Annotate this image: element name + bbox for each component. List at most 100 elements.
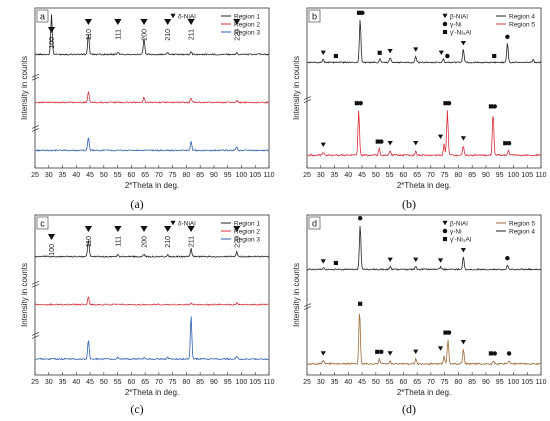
peak-index-label: 110 [86, 236, 93, 247]
phase-marker [360, 10, 365, 16]
x-axis-label: 2*Theta in deg. [125, 181, 179, 190]
peak-index-label: 111 [115, 236, 122, 247]
chart-panel-a: 25 30 35 40 45 50 55 60 65 70 75 80 85 90 95 100 105 1102… [20, 7, 275, 190]
phase-marker [460, 136, 466, 141]
phase-marker [492, 351, 497, 356]
series-line [34, 137, 269, 152]
x-tick-label: 70 [155, 379, 163, 386]
phase-marker [354, 101, 359, 106]
phase-marker [375, 139, 380, 144]
peak-marker [233, 225, 241, 233]
legend-marker-label: γ-Ni [450, 22, 462, 29]
chart-panel-b: 25 30 35 40 45 50 55 60 65 70 75 80 85 90 95 100 105 110 2… [292, 7, 547, 190]
legend-marker-label: γ-Ni [450, 229, 462, 236]
x-tick-label: 105 [249, 379, 261, 386]
peak-marker [164, 225, 172, 233]
peak-marker [140, 225, 148, 233]
peak-index-label: 200 [142, 29, 149, 41]
phase-marker [320, 351, 326, 356]
caption-d: (d) [402, 402, 416, 416]
x-tick-label: 75 [441, 379, 449, 386]
x-tick-label: 65 [413, 172, 421, 179]
x-tick-label: 85 [468, 172, 476, 179]
x-tick-label: 25 [303, 379, 311, 386]
x-tick-label: 35 [331, 379, 339, 386]
x-tick-label: 90 [482, 379, 490, 386]
x-tick-label: 40 [344, 172, 352, 179]
x-tick-label: 35 [59, 379, 67, 386]
x-tick-label: 65 [141, 379, 149, 386]
x-tick-label: 25 [31, 379, 39, 386]
legend-series-label: Region 5 [509, 22, 535, 29]
x-tick-label: 60 [399, 379, 407, 386]
panel-letter-box [308, 9, 321, 23]
x-axis-label: 2*Theta in deg. [397, 181, 451, 190]
legend-series-label: Region 3 [234, 30, 260, 37]
x-tick-label: 65 [413, 379, 421, 386]
phase-marker [492, 53, 497, 59]
peak-marker [187, 18, 195, 26]
phase-marker [333, 260, 338, 266]
series-line [34, 239, 269, 258]
phase-marker [437, 134, 444, 140]
phase-marker [446, 100, 452, 106]
x-tick-label: 70 [155, 172, 163, 179]
phase-marker [505, 34, 510, 40]
x-tick-label: 80 [183, 379, 191, 386]
phase-marker [358, 301, 363, 306]
x-tick-label: 80 [455, 379, 463, 386]
plot-frame [306, 7, 542, 169]
y-axis-label: Intensity in counts [292, 263, 301, 327]
phase-marker [358, 100, 363, 106]
x-tick-label: 70 [427, 379, 435, 386]
legend-marker [170, 220, 176, 226]
x-tick-label: 55 [114, 172, 122, 179]
phase-marker [443, 101, 448, 106]
peak-index-label: 220 [234, 29, 241, 41]
x-tick-label: 30 [45, 172, 53, 179]
panel-letter-box [36, 9, 49, 23]
legend-series-label: Region 4 [509, 229, 535, 236]
x-tick-label: 40 [72, 172, 80, 179]
legend-marker-label: γ'-Ni₃Al [450, 237, 472, 244]
x-tick-label: 85 [196, 172, 204, 179]
y-axis-label: Intensity in counts [20, 263, 29, 327]
axis-break [31, 73, 40, 78]
axis-break [31, 332, 40, 336]
x-tick-label: 100 [508, 379, 520, 386]
peak-marker [164, 18, 172, 26]
y-axis-label: Intensity in counts [292, 56, 301, 120]
x-tick-label: 100 [236, 172, 248, 179]
phase-marker [492, 104, 497, 109]
plot-frame [34, 7, 270, 169]
x-tick-label: 40 [72, 379, 80, 386]
phase-marker [446, 330, 452, 335]
legend-marker [170, 13, 176, 19]
x-tick-label: 30 [317, 379, 325, 386]
peak-index-label: 210 [165, 29, 172, 41]
x-tick-label: 55 [386, 172, 394, 179]
x-tick-label: 30 [317, 172, 325, 179]
x-tick-label: 95 [224, 379, 232, 386]
phase-marker [506, 351, 512, 356]
phase-marker [375, 349, 380, 354]
x-tick-label: 90 [210, 172, 218, 179]
peak-marker [114, 225, 122, 233]
x-tick-label: 50 [372, 172, 380, 179]
x-tick-label: 25 [31, 172, 39, 179]
x-tick-label: 70 [427, 172, 435, 179]
legend-series-label: Region 2 [234, 229, 260, 236]
x-tick-label: 100 [508, 172, 520, 179]
x-tick-label: 35 [331, 172, 339, 179]
legend-series-label: Region 5 [509, 221, 535, 228]
x-tick-label: 90 [482, 172, 490, 179]
peak-marker [140, 18, 148, 26]
plot-frame [306, 214, 542, 376]
axis-break [31, 125, 40, 129]
y-axis-label: Intensity in counts [20, 56, 29, 120]
phase-marker [356, 10, 362, 15]
x-tick-label: 45 [86, 379, 94, 386]
phase-marker [460, 339, 466, 345]
